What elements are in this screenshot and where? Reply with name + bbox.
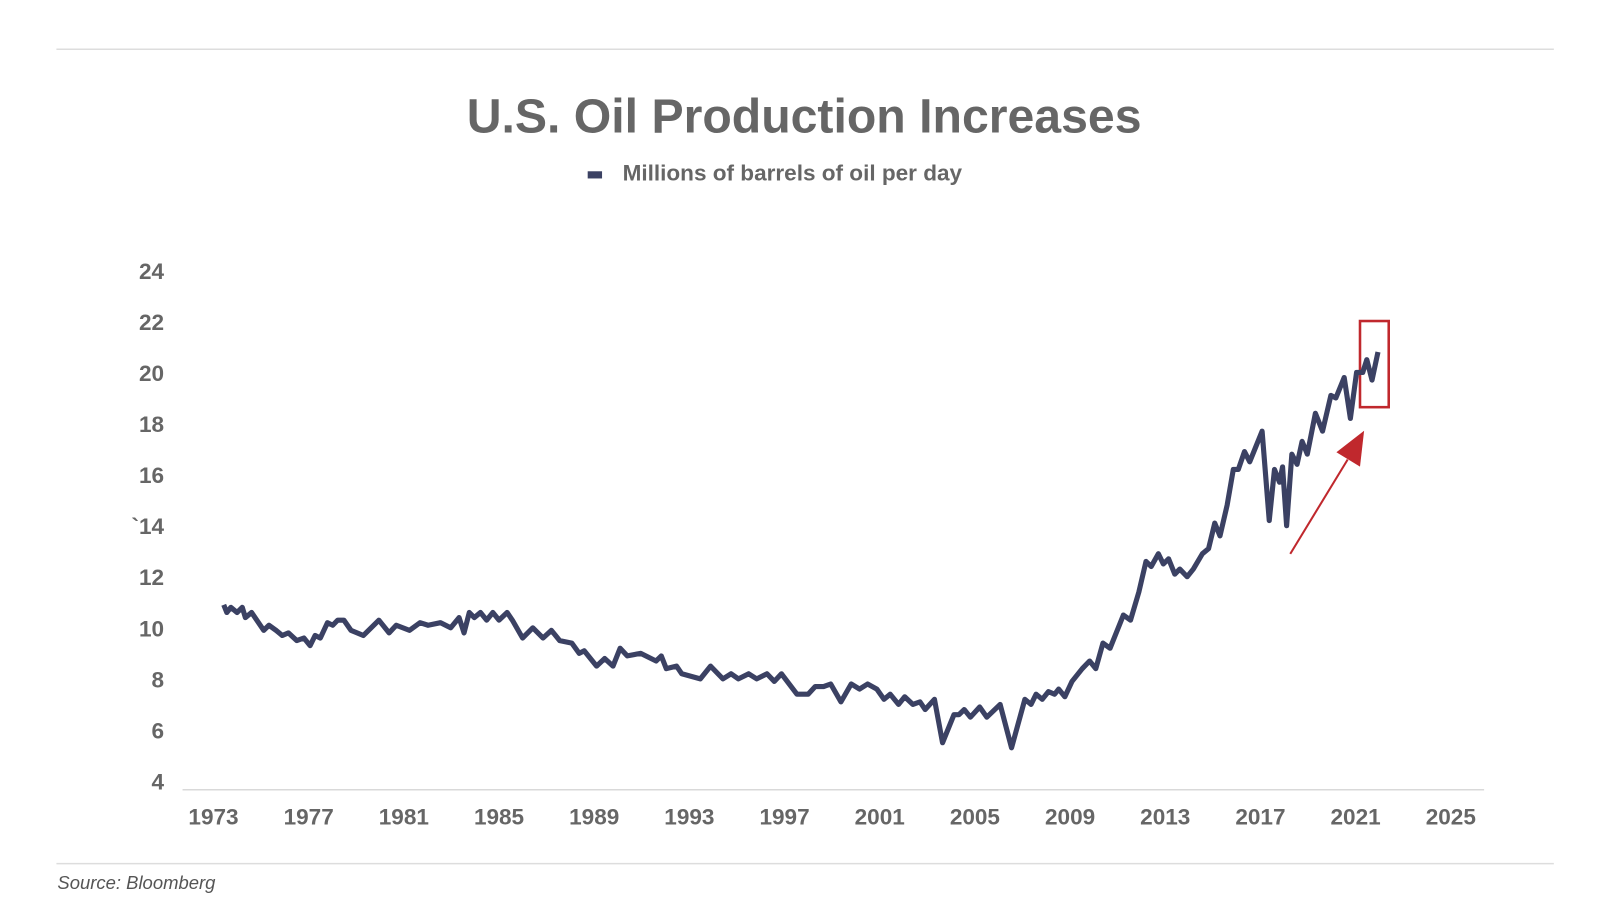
x-tick-label: 2025 — [1426, 804, 1476, 829]
y-tick-label: 6 — [152, 718, 165, 743]
y-tick-label: 8 — [152, 667, 165, 692]
x-tick-label: 1977 — [284, 804, 334, 829]
x-tick-label: 1997 — [759, 804, 809, 829]
x-tick-label: 2017 — [1235, 804, 1285, 829]
y-tick-label: 4 — [152, 770, 165, 795]
y-tick-label: 24 — [139, 259, 165, 284]
arrow-head — [1336, 430, 1365, 467]
data-line — [221, 351, 1381, 751]
x-tick-label: 2009 — [1045, 804, 1095, 829]
x-tick-label: 1981 — [379, 804, 429, 829]
y-tick-label: 12 — [139, 565, 164, 590]
x-tick-label: 1993 — [664, 804, 714, 829]
chart-title: U.S. Oil Production Increases — [467, 90, 1142, 144]
x-tick-label: 1989 — [569, 804, 619, 829]
y-tick-label: 20 — [139, 361, 164, 386]
y-tick-label: `14 — [132, 514, 165, 539]
x-tick-label: 1973 — [188, 804, 238, 829]
source: Source: Bloomberg — [57, 872, 216, 893]
y-tick-label: 16 — [139, 463, 164, 488]
highlight-box — [1358, 319, 1390, 409]
y-tick-label: 22 — [139, 310, 164, 335]
x-tick-label: 2001 — [855, 804, 905, 829]
y-tick-label: 18 — [139, 412, 164, 437]
legend-label: Millions of barrels of oil per day — [623, 160, 963, 185]
x-tick-label: 2013 — [1140, 804, 1190, 829]
x-tick-label: 1985 — [474, 804, 524, 829]
x-tick-label: 2005 — [950, 804, 1000, 829]
y-tick-label: 10 — [139, 616, 164, 641]
x-tick-label: 2021 — [1331, 804, 1381, 829]
arrow-shaft — [1289, 458, 1349, 555]
legend-swatch — [587, 171, 603, 179]
